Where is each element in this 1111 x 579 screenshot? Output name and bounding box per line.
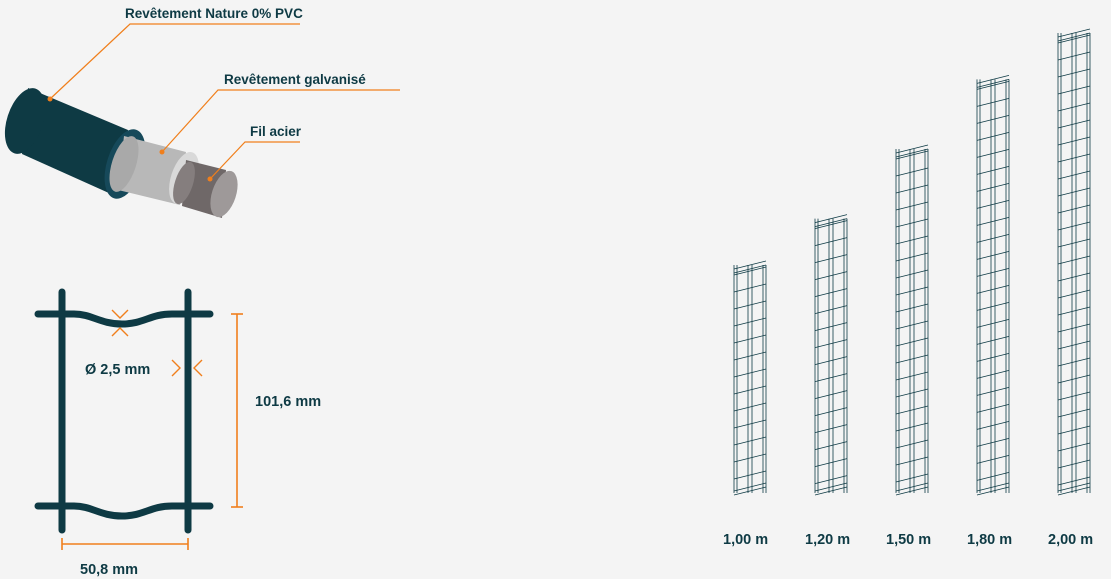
bottom-horizontal-wire	[34, 502, 214, 520]
fence-panel	[1057, 28, 1091, 496]
panel-wire	[733, 260, 767, 274]
panel-wire	[733, 482, 767, 496]
coating-leader-dot	[47, 96, 53, 102]
coating-back-end	[4, 88, 46, 154]
width-label: 50,8 mm	[80, 562, 138, 578]
coating-layer	[22, 88, 128, 198]
fence-panel	[814, 214, 848, 496]
panel-wire	[976, 81, 1010, 481]
panel-wire	[814, 214, 848, 227]
panel-wire	[895, 144, 929, 158]
fence-panel	[733, 260, 767, 496]
top-horizontal-wire	[34, 310, 214, 328]
panel-wire	[814, 482, 848, 496]
fence-panel	[895, 144, 929, 496]
panel-wire	[814, 220, 848, 484]
panel-wire	[895, 150, 929, 483]
steel-leader-dot	[207, 176, 213, 182]
galvanized-label: Revêtement galvanisé	[224, 72, 366, 87]
steel-front-face	[210, 170, 238, 218]
panel-height-label: 2,00 m	[1048, 532, 1093, 548]
fence-panel	[976, 75, 1010, 496]
top-diameter-marker	[111, 309, 129, 337]
height-label: 101,6 mm	[255, 394, 321, 410]
mesh-dimension-drawing: Ø 2,5 mm 101,6 mm 50,8 mm	[34, 288, 321, 578]
side-diameter-marker	[171, 359, 203, 377]
steel-back-edge	[173, 161, 195, 205]
panel-height-labels: 1,00 m 1,20 m 1,50 m 1,80 m 2,00 m	[723, 532, 1093, 548]
panel-wire	[1057, 28, 1091, 42]
coating-leader-line	[49, 23, 300, 100]
panel-height-label: 1,50 m	[886, 532, 931, 548]
cable-illustration: Revêtement Nature 0% PVC Revêtement galv…	[4, 6, 400, 218]
galvanized-leader-dot	[159, 149, 165, 155]
panel-wire	[976, 482, 1010, 496]
steel-leader-line	[209, 141, 300, 180]
galvanized-back-edge	[109, 136, 139, 192]
panel-height-label: 1,80 m	[967, 532, 1012, 548]
panel-height-label: 1,00 m	[723, 532, 768, 548]
panel-wire	[1057, 482, 1091, 496]
panel-wire	[976, 75, 1010, 88]
panel-wire	[1057, 34, 1091, 486]
panel-wire	[733, 266, 767, 480]
diameter-label: Ø 2,5 mm	[85, 362, 150, 378]
panel-height-label: 1,20 m	[805, 532, 850, 548]
panel-heights-group	[733, 28, 1091, 496]
coating-label: Revêtement Nature 0% PVC	[125, 6, 303, 21]
steel-label: Fil acier	[250, 124, 302, 139]
panel-wire	[895, 482, 929, 496]
galvanized-leader-line	[161, 89, 400, 153]
